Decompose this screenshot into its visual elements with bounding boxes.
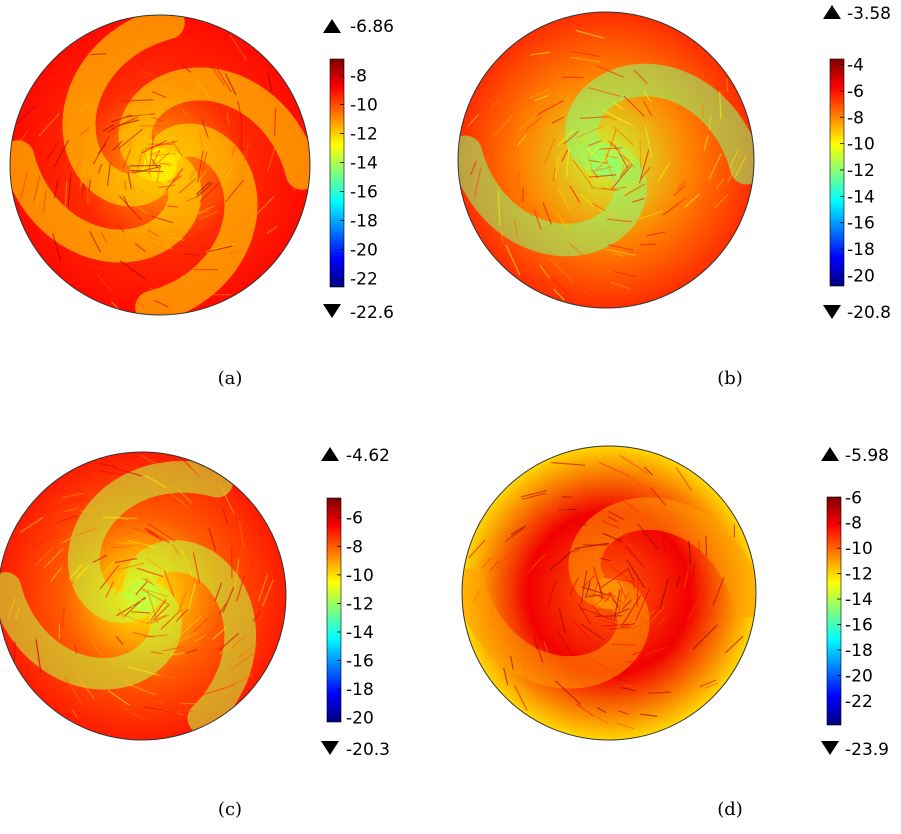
heatmap-disk-c (0, 451, 287, 741)
colorbar-tick-label: -20 (346, 709, 374, 729)
max-value-label: -3.58 (847, 4, 891, 24)
plot-d: -5.98 -6 -8 -10 -12 -14 -16 -18 -20 -22 -23.9 (d… (461, 445, 889, 820)
max-marker-icon (321, 447, 339, 461)
colorbar-tick-label: -6 (845, 488, 862, 508)
disk-outline (461, 445, 757, 741)
min-marker-icon (821, 741, 839, 755)
colorbar-tick-label: -14 (845, 590, 873, 610)
colorbar-tick-label: -12 (845, 565, 873, 585)
spiral-arm (62, 15, 185, 207)
min-value-label: -22.6 (350, 303, 394, 323)
plot-c: -4.62 -6 -8 -10 -12 -14 -16 -18 -20 -20.3 (c) (0, 446, 390, 820)
spiral-arm (67, 460, 234, 624)
colorbar-tick-label: -16 (350, 182, 378, 202)
colorbar-tick-label: -8 (350, 67, 367, 87)
min-marker-icon (823, 305, 841, 319)
colorbar-b: -4 -6 -8 -10 -12 -14 -16 -18 -20 (829, 56, 875, 287)
max-marker-icon (823, 5, 841, 19)
colorbar-tick-label: -18 (350, 211, 378, 231)
max-value-label: -5.98 (845, 446, 889, 466)
caption-b: (b) (717, 368, 743, 389)
colorbar-tick-label: -12 (847, 161, 875, 181)
colorbar-tick-label: -12 (350, 124, 378, 144)
spiral-arm (462, 568, 650, 689)
max-value-label: -4.62 (346, 446, 390, 466)
texture (7, 454, 274, 721)
max-marker-icon (323, 19, 341, 33)
colorbar-tick-label: -6 (847, 82, 864, 102)
colorbar-tick-label: -16 (845, 615, 873, 635)
colorbar-tick-label: -18 (847, 240, 875, 260)
texture (467, 29, 747, 301)
colorbar-tick-label: -20 (845, 666, 873, 686)
disk-outline (457, 11, 755, 309)
disk-outline (0, 451, 287, 741)
texture (16, 34, 308, 310)
colorbar-d: -6 -8 -10 -12 -14 -16 -18 -20 -22 (826, 488, 873, 726)
caption-d: (d) (717, 799, 743, 820)
min-value-label: -23.9 (845, 740, 889, 760)
colorbar-tick-label: -16 (346, 652, 374, 672)
colorbar-tick-label: -10 (350, 95, 378, 115)
colorbar-tick-label: -10 (346, 566, 374, 586)
spiral-arm (118, 67, 310, 190)
colorbar-c: -6 -8 -10 -12 -14 -16 -18 -20 (326, 497, 374, 729)
heatmap-disk-a (9, 14, 311, 316)
colorbar-tick-label: -6 (346, 509, 363, 529)
caption-a: (a) (218, 368, 243, 389)
colorbar-tick-label: -10 (847, 135, 875, 155)
colorbar-tick-label: -22 (845, 692, 873, 712)
colorbar-tick-label: -14 (350, 153, 378, 173)
colorbar-tick-label: -8 (847, 108, 864, 128)
min-value-label: -20.3 (346, 740, 390, 760)
disk-outline (9, 14, 311, 316)
plot-a: -6.86 -8 -10 -12 -14 -16 -18 -20 -22 -22.6 (a) (9, 14, 394, 389)
colorbar-tick-label: -4 (847, 56, 864, 76)
max-value-label: -6.86 (350, 17, 394, 37)
colorbar-tick-label: -20 (350, 240, 378, 260)
colorbar-tick-label: -16 (847, 214, 875, 234)
colorbar-tick-label: -18 (845, 641, 873, 661)
colorbar-gradient (329, 58, 345, 288)
panel-b: -3.58 -4 -6 -8 -10 -12 -14 -16 -18 -20 -20.8 (b) (450, 0, 901, 417)
panel-d: -5.98 -6 -8 -10 -12 -14 -16 -18 -20 -22 -23.9 (d… (450, 417, 901, 834)
spiral-arm (0, 572, 182, 690)
colorbar-tick-label: -20 (847, 266, 875, 286)
colorbar-gradient (829, 58, 845, 287)
colorbar-gradient (326, 497, 342, 723)
colorbar-tick-label: -8 (845, 514, 862, 534)
max-marker-icon (821, 447, 839, 461)
spiral-arm (123, 540, 257, 735)
heatmap-disk-b (457, 11, 755, 309)
colorbar-tick-label: -14 (346, 623, 374, 643)
colorbar-gradient (826, 496, 842, 726)
panel-c: -4.62 -6 -8 -10 -12 -14 -16 -18 -20 -20.3 (c) (0, 417, 450, 834)
plot-b: -3.58 -4 -6 -8 -10 -12 -14 -16 -18 -20 -20.8 (b) (457, 4, 891, 389)
colorbar-tick-label: -18 (346, 680, 374, 700)
spiral-arm (564, 63, 754, 185)
colorbar-tick-label: -22 (350, 269, 378, 289)
colorbar-tick-label: -8 (346, 537, 363, 557)
caption-c: (c) (218, 799, 242, 820)
min-value-label: -20.8 (847, 303, 891, 323)
colorbar-tick-label: -12 (346, 594, 374, 614)
spiral-arms (0, 460, 257, 735)
texture (468, 454, 744, 730)
panel-a: -6.86 -8 -10 -12 -14 -16 -18 -20 -22 -22.6 (a) (0, 0, 450, 417)
heatmap-disk-d (461, 445, 757, 741)
min-marker-icon (321, 741, 339, 755)
colorbar-tick-label: -14 (847, 187, 875, 207)
min-marker-icon (323, 304, 341, 318)
colorbar-tick-label: -10 (845, 539, 873, 559)
colorbar-a: -8 -10 -12 -14 -16 -18 -20 -22 (329, 58, 378, 289)
